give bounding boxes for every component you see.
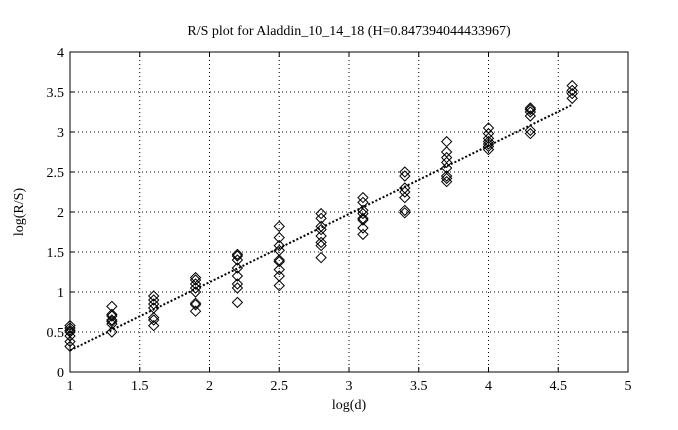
- data-point-diamond: [399, 204, 411, 217]
- data-point-diamond: [399, 170, 411, 182]
- data-point-diamond: [231, 296, 244, 309]
- data-point-diamond: [189, 299, 202, 311]
- data-point-diamond: [482, 127, 495, 140]
- data-point-diamond: [399, 166, 411, 178]
- data-point-diamond: [566, 84, 578, 97]
- data-point-diamond: [440, 146, 453, 158]
- x-tick-label: 3.5: [410, 379, 428, 394]
- data-point-diamond: [231, 250, 244, 262]
- y-tick-label: 2.5: [47, 166, 65, 181]
- data-point-diamond: [189, 305, 202, 317]
- fit-line: [69, 103, 573, 352]
- data-point-diamond: [482, 132, 495, 145]
- chart-title: R/S plot for Aladdin_10_14_18 (H=0.84739…: [187, 24, 511, 39]
- data-point-diamond: [147, 319, 160, 332]
- data-point-diamond: [147, 290, 160, 302]
- data-point-diamond: [273, 279, 285, 292]
- data-point-diamond: [566, 79, 578, 92]
- data-point-diamond: [357, 214, 369, 226]
- data-point-diamond: [440, 172, 453, 185]
- data-point-diamond: [524, 102, 537, 114]
- data-point-diamond: [566, 92, 578, 105]
- data-point-diamond: [315, 220, 327, 233]
- data-point-diamond: [273, 220, 285, 233]
- y-tick-label: 1.5: [47, 246, 65, 261]
- data-point-diamond: [315, 207, 327, 220]
- data-point-diamond: [315, 251, 327, 264]
- data-point-diamond: [315, 212, 327, 225]
- data-point-diamond: [315, 223, 327, 236]
- data-point-diamond: [106, 300, 118, 313]
- data-point-diamond: [357, 222, 369, 234]
- x-tick-label: 2: [206, 379, 213, 394]
- data-point-diamond: [399, 182, 411, 194]
- data-point-diamond: [231, 262, 244, 274]
- y-tick-label: 4: [57, 46, 64, 61]
- y-tick-label: 0: [57, 366, 64, 381]
- data-point-diamond: [357, 204, 369, 217]
- data-point-diamond: [64, 335, 76, 348]
- data-point-diamond: [273, 254, 285, 266]
- x-tick-label: 3: [346, 379, 353, 394]
- x-tick-label: 4.5: [550, 379, 568, 394]
- data-point-diamond: [315, 230, 327, 242]
- data-point-diamond: [189, 297, 202, 309]
- data-point-diamond: [231, 270, 244, 282]
- data-point-diamond: [106, 308, 118, 321]
- data-point-diamond: [524, 103, 537, 116]
- data-point-diamond: [440, 156, 453, 169]
- data-point-diamond: [399, 207, 411, 219]
- x-axis-label: log(d): [331, 398, 367, 413]
- x-tick-label: 1.5: [131, 379, 149, 394]
- y-tick-label: 2: [57, 206, 64, 221]
- data-point-diamond: [64, 319, 76, 332]
- data-point-diamond: [273, 231, 285, 244]
- data-point-diamond: [482, 122, 495, 134]
- data-point-diamond: [399, 191, 411, 204]
- data-point-diamond: [524, 124, 537, 137]
- data-point-diamond: [440, 151, 453, 164]
- data-point-diamond: [231, 248, 244, 261]
- data-point-diamond: [64, 322, 76, 334]
- data-point-diamond: [482, 138, 495, 150]
- data-point-diamond: [440, 162, 453, 174]
- x-tick-label: 1: [67, 379, 74, 394]
- data-point-diamond: [482, 140, 495, 153]
- data-point-diamond: [357, 228, 369, 241]
- data-point-diamond: [106, 326, 118, 338]
- data-point-diamond: [189, 271, 202, 284]
- data-point-diamond: [273, 239, 285, 252]
- data-point-diamond: [273, 244, 285, 257]
- data-point-diamond: [315, 236, 327, 249]
- data-point-diamond: [440, 135, 453, 148]
- y-tick-label: 3: [57, 126, 64, 141]
- y-axis-label: log(R/S): [12, 187, 27, 237]
- data-point-diamond: [273, 270, 285, 282]
- data-point-diamond: [147, 311, 160, 324]
- data-point-diamond: [189, 274, 202, 286]
- x-tick-label: 2.5: [271, 379, 289, 394]
- data-point-diamond: [357, 191, 369, 204]
- y-tick-label: 3.5: [47, 86, 65, 101]
- data-point-diamond: [106, 310, 118, 322]
- data-point-diamond: [64, 340, 76, 353]
- x-tick-label: 4: [485, 379, 492, 394]
- data-point-diamond: [440, 170, 453, 182]
- data-point-diamond: [315, 239, 327, 252]
- data-point-diamond: [147, 314, 160, 326]
- data-point-diamond: [231, 278, 244, 290]
- data-point-diamond: [273, 255, 285, 268]
- x-tick-label: 5: [625, 379, 632, 394]
- data-point-diamond: [106, 315, 118, 328]
- data-point-diamond: [64, 324, 76, 337]
- data-point-diamond: [357, 196, 369, 209]
- y-tick-label: 0.5: [47, 326, 65, 341]
- data-point-diamond: [231, 282, 244, 294]
- data-point-diamond: [357, 212, 369, 225]
- y-tick-label: 1: [57, 286, 64, 301]
- data-point-diamond: [273, 263, 285, 276]
- data-point-diamond: [524, 127, 537, 140]
